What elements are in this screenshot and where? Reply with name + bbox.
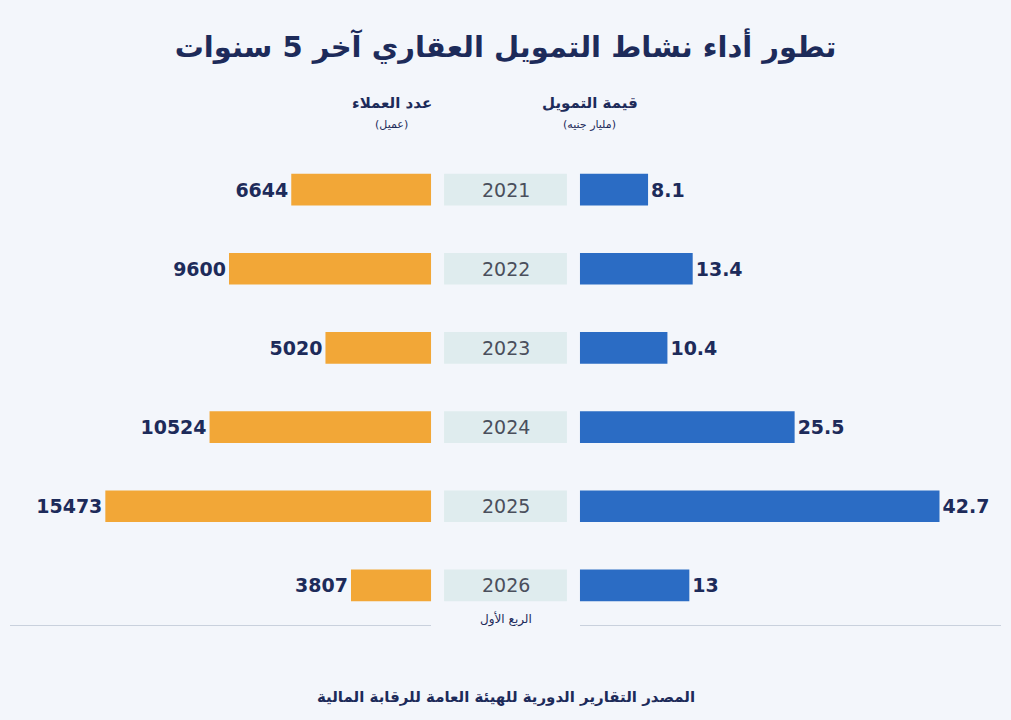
- svg-text:6644: 6644: [235, 179, 288, 201]
- svg-text:9600: 9600: [173, 258, 226, 280]
- svg-text:5020: 5020: [270, 337, 323, 359]
- svg-text:(عميل): (عميل): [375, 118, 408, 131]
- svg-text:2022: 2022: [482, 258, 530, 280]
- svg-text:قيمة التمويل: قيمة التمويل: [542, 94, 638, 112]
- svg-text:25.5: 25.5: [798, 416, 845, 438]
- svg-text:3807: 3807: [295, 574, 348, 596]
- svg-text:8.1: 8.1: [651, 179, 685, 201]
- svg-text:الربع الأول: الربع الأول: [480, 611, 532, 627]
- svg-text:10524: 10524: [140, 416, 206, 438]
- svg-text:2026: 2026: [482, 574, 530, 596]
- svg-text:2025: 2025: [482, 495, 530, 517]
- svg-text:عدد العملاء: عدد العملاء: [352, 94, 432, 112]
- svg-text:15473: 15473: [36, 495, 102, 517]
- svg-text:13.4: 13.4: [696, 258, 743, 280]
- svg-text:13: 13: [692, 574, 718, 596]
- svg-text:10.4: 10.4: [670, 337, 717, 359]
- svg-text:2024: 2024: [482, 416, 530, 438]
- svg-text:2021: 2021: [482, 179, 530, 201]
- svg-text:2023: 2023: [482, 337, 530, 359]
- svg-text:المصدر التقارير الدورية للهيئة: المصدر التقارير الدورية للهيئة العامة لل…: [317, 688, 695, 706]
- svg-text:تطور أداء نشاط التمويل العقاري: تطور أداء نشاط التمويل العقاري آخر 5 سنو…: [175, 28, 837, 64]
- svg-text:(مليار جنيه): (مليار جنيه): [563, 118, 616, 131]
- svg-text:42.7: 42.7: [943, 495, 990, 517]
